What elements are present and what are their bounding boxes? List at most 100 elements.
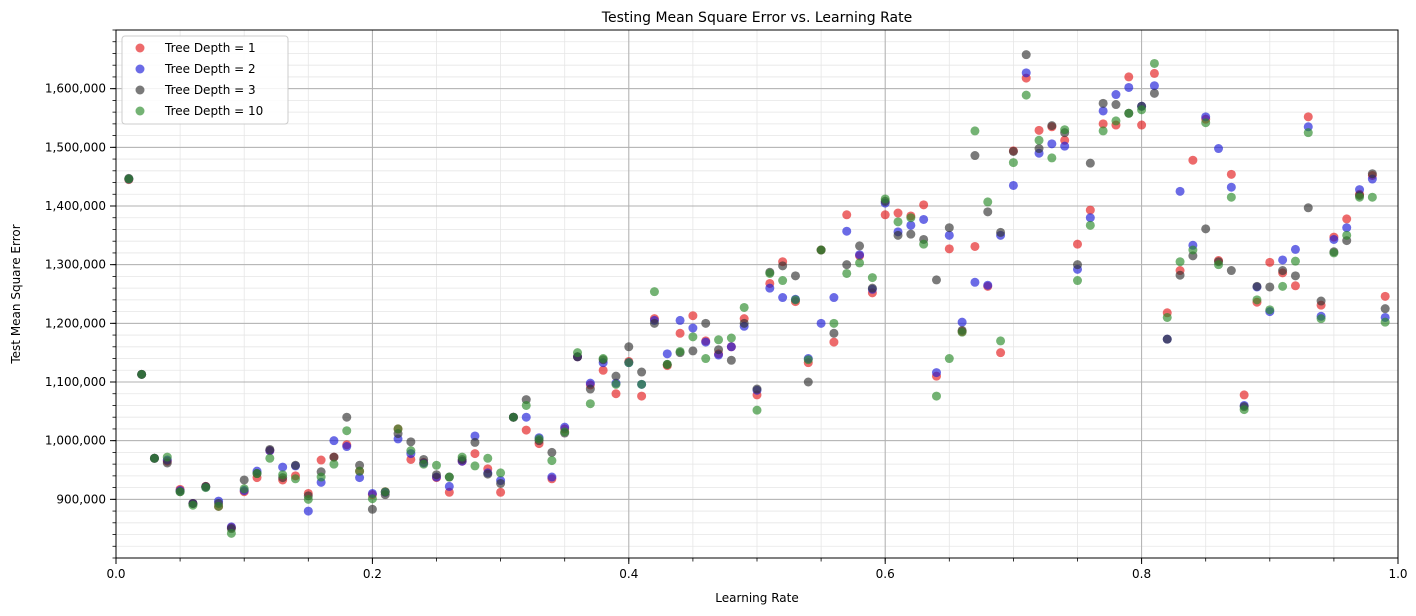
data-point-series-1 — [1034, 125, 1044, 135]
data-point-series-3 — [906, 229, 916, 239]
data-point-series-2 — [1329, 234, 1339, 244]
data-point-series-3 — [855, 241, 865, 251]
data-point-series-4 — [214, 501, 224, 511]
data-point-series-4 — [380, 487, 390, 497]
data-point-series-4 — [624, 358, 634, 368]
data-point-series-2 — [829, 293, 839, 303]
data-point-series-2 — [444, 481, 454, 491]
data-point-series-1 — [1085, 205, 1095, 215]
data-point-series-2 — [303, 506, 313, 516]
data-point-series-4 — [521, 400, 531, 410]
data-point-series-3 — [483, 469, 493, 479]
data-point-series-3 — [1073, 260, 1082, 270]
data-point-series-4 — [393, 424, 403, 434]
data-point-series-4 — [457, 452, 467, 462]
y-axis: 900,000 1,000,000 1,100,000 1,200,000 1,300,… — [45, 29, 116, 559]
data-point-series-4 — [688, 332, 698, 342]
data-point-series-4 — [855, 258, 865, 268]
data-point-series-1 — [470, 449, 480, 459]
data-point-series-2 — [1278, 255, 1288, 265]
data-point-series-4 — [355, 466, 365, 476]
data-point-series-1 — [316, 455, 326, 465]
data-point-series-4 — [803, 355, 813, 365]
y-tick-label: 1,400,000 — [45, 199, 106, 213]
data-point-series-2 — [1226, 182, 1236, 192]
data-point-series-4 — [547, 456, 557, 466]
x-tick-label: 0.2 — [363, 567, 382, 581]
data-point-series-2 — [970, 277, 980, 287]
data-point-series-1 — [829, 337, 839, 347]
data-point-series-4 — [752, 405, 762, 415]
data-point-series-4 — [483, 453, 493, 463]
data-point-series-4 — [303, 494, 313, 504]
data-point-series-4 — [1188, 245, 1198, 255]
data-point-series-4 — [444, 472, 454, 482]
data-point-series-2 — [329, 436, 339, 446]
data-point-series-2 — [778, 293, 788, 303]
data-point-series-3 — [944, 223, 954, 233]
data-point-series-2 — [944, 230, 954, 240]
data-point-series-4 — [867, 273, 877, 283]
data-point-series-4 — [1252, 295, 1262, 305]
x-tick-label: 1.0 — [1388, 567, 1407, 581]
data-point-series-2 — [278, 462, 288, 472]
data-point-series-4 — [816, 245, 826, 255]
data-point-series-4 — [919, 239, 929, 249]
data-point-series-1 — [893, 208, 903, 218]
data-point-series-4 — [1149, 58, 1159, 68]
data-point-series-3 — [931, 275, 941, 285]
data-point-series-3 — [867, 283, 877, 293]
data-point-series-3 — [1367, 169, 1377, 179]
data-point-series-4 — [637, 379, 647, 389]
data-point-series-1 — [944, 244, 954, 254]
data-point-series-3 — [624, 342, 634, 352]
data-point-series-2 — [983, 280, 993, 290]
data-point-series-4 — [1380, 317, 1390, 327]
data-point-series-1 — [1342, 214, 1352, 224]
data-point-series-3 — [1265, 282, 1275, 292]
data-point-series-3 — [842, 260, 852, 270]
data-point-series-3 — [406, 437, 416, 447]
data-point-series-3 — [1278, 266, 1288, 276]
chart-title: Testing Mean Square Error vs. Learning R… — [601, 10, 912, 26]
data-point-series-2 — [1008, 180, 1018, 190]
data-point-series-3 — [714, 345, 724, 355]
data-point-series-4 — [496, 468, 506, 478]
data-point-series-4 — [226, 528, 236, 538]
data-point-series-1 — [1290, 281, 1300, 291]
data-point-series-2 — [1060, 141, 1070, 151]
data-point-series-4 — [1098, 126, 1108, 136]
data-point-series-4 — [265, 453, 275, 463]
minor-grid — [115, 29, 1399, 559]
data-point-series-3 — [1034, 144, 1044, 154]
data-point-series-4 — [278, 470, 288, 480]
data-point-series-3 — [739, 318, 749, 328]
legend: Tree Depth = 1 Tree Depth = 2 Tree Depth =… — [121, 35, 289, 125]
data-point-series-1 — [1303, 112, 1313, 122]
data-point-series-4 — [162, 452, 172, 462]
data-point-series-4 — [1201, 118, 1211, 128]
data-point-series-1 — [1265, 257, 1275, 267]
x-axis: 0.0 0.2 0.4 0.6 0.8 1.0 — [106, 558, 1408, 581]
data-point-series-3 — [983, 207, 993, 217]
data-point-series-1 — [996, 348, 1006, 358]
data-point-series-3 — [1021, 50, 1031, 60]
legend-marker — [135, 106, 145, 116]
data-point-series-1 — [1124, 72, 1134, 82]
data-point-series-4 — [662, 359, 672, 369]
data-point-series-4 — [137, 369, 147, 379]
data-point-series-4 — [252, 469, 262, 479]
legend-marker — [135, 85, 145, 95]
x-axis-label: Learning Rate — [715, 591, 798, 605]
data-point-series-2 — [675, 315, 685, 325]
y-axis-label: Test Mean Square Error — [9, 224, 23, 364]
data-points — [124, 50, 1390, 538]
data-point-series-1 — [1149, 68, 1159, 78]
data-point-series-4 — [1239, 405, 1249, 415]
data-point-series-4 — [726, 333, 736, 343]
data-point-series-3 — [1252, 281, 1262, 291]
data-point-series-4 — [1303, 128, 1313, 138]
data-point-series-4 — [996, 336, 1006, 346]
data-point-series-4 — [1162, 312, 1172, 322]
y-tick-label: 1,000,000 — [45, 434, 106, 448]
